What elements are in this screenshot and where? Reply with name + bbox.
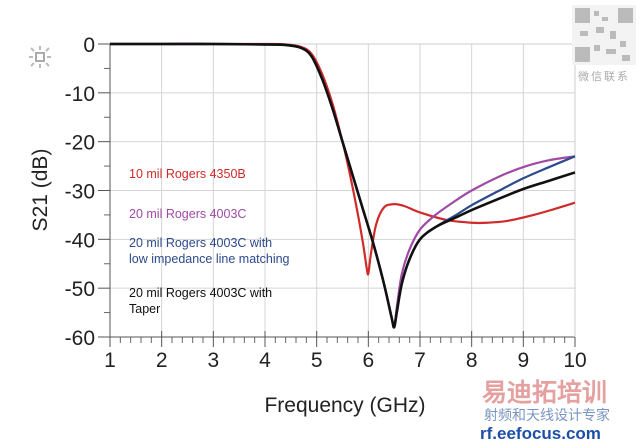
x-tick-label: 9 <box>517 349 529 372</box>
y-tick-label: -40 <box>65 229 95 252</box>
x-tick-label: 1 <box>104 349 116 372</box>
y-tick-label: -60 <box>65 327 95 350</box>
legend-entry-2: 20 mil Rogers 4003C <box>129 207 246 221</box>
watermark-brand: 易迪拓培训 <box>482 378 607 407</box>
series-line-4 <box>109 42 576 329</box>
x-tick-label: 3 <box>207 349 219 372</box>
legend: 10 mil Rogers 4350B 20 mil Rogers 4003C 20… <box>129 167 290 316</box>
legend-entry-3: 20 mil Rogers 4003C with low impedance li… <box>129 236 290 266</box>
watermark-url: rf.eefocus.com <box>480 424 601 442</box>
y-tick-label: -50 <box>65 278 95 301</box>
y-tick-label: -30 <box>65 181 95 204</box>
sparkle-icon <box>29 46 51 68</box>
y-tick-label: -10 <box>65 83 95 106</box>
y-tick-label: -20 <box>65 132 95 155</box>
watermark-tagline: 射频和天线设计专家 <box>484 407 610 423</box>
series-line-3 <box>109 42 576 329</box>
axes <box>98 43 576 347</box>
series-lines <box>109 42 576 329</box>
legend-entry-4: 20 mil Rogers 4003C with Taper <box>129 286 272 316</box>
qr-code: 微信联系 <box>572 5 636 83</box>
x-tick-label: 10 <box>563 349 586 372</box>
x-tick-label: 4 <box>259 349 271 372</box>
x-tick-label: 6 <box>362 349 374 372</box>
x-tick-label: 8 <box>466 349 478 372</box>
x-tick-label: 7 <box>414 349 426 372</box>
watermark: 易迪拓培训 射频和天线设计专家 rf.eefocus.com <box>480 378 610 442</box>
qr-label: 微信联系 <box>578 69 630 83</box>
y-tick-labels: 0 -10 -20 -30 -40 -50 -60 <box>65 34 95 350</box>
legend-entry-1: 10 mil Rogers 4350B <box>129 167 246 181</box>
x-tick-label: 5 <box>311 349 323 372</box>
x-tick-labels: 1 2 3 4 5 6 7 8 9 10 <box>104 349 587 372</box>
x-axis-label: Frequency (GHz) <box>264 394 425 417</box>
x-tick-label: 2 <box>156 349 168 372</box>
y-axis-label: S21 (dB) <box>29 149 52 232</box>
y-tick-label: 0 <box>83 34 95 57</box>
